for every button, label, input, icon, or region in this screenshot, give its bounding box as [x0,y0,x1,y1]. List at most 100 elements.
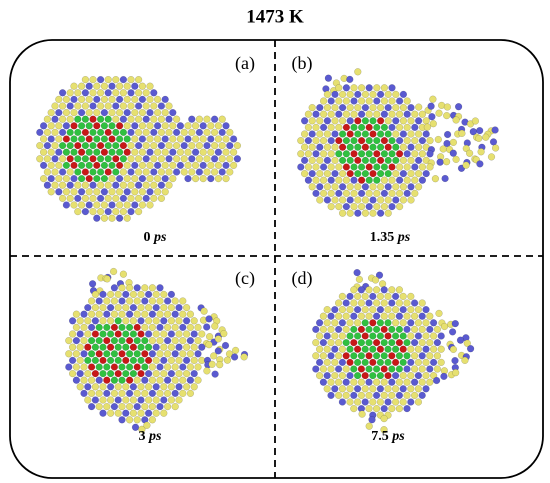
atom [119,194,128,203]
atom [384,209,392,217]
atom [127,89,135,97]
atom [137,409,145,417]
atom [194,323,202,332]
atom [210,141,219,150]
atom [91,290,100,299]
atom [429,95,437,103]
atom [77,148,86,156]
atom [125,389,134,398]
atom [395,97,404,105]
atom [100,122,109,130]
atom [77,82,86,90]
atom [171,389,179,398]
atom [342,338,350,347]
atom [179,389,187,398]
atom [171,297,179,305]
atom [115,201,124,209]
atom [36,141,44,150]
atom [137,396,145,404]
atom [89,128,97,137]
atom [476,126,484,135]
panel-label: (d) [292,268,313,289]
atom [373,110,381,118]
atom [376,183,385,191]
atom [418,365,426,373]
atom [316,169,324,178]
atom [138,188,147,196]
atom [72,336,81,345]
atom [122,356,130,365]
atom [451,319,459,328]
atom [87,350,96,358]
atom [39,174,48,183]
atom [384,196,392,204]
atom [338,292,347,301]
atom [150,181,158,189]
atom [422,305,430,314]
atom [131,82,139,90]
atom [210,168,219,176]
atom [338,398,347,406]
atom [346,209,354,217]
atom [84,356,92,365]
atom [123,108,131,117]
atom [378,280,387,288]
atom [175,330,183,338]
atom [133,350,141,358]
atom [346,156,354,165]
atom [315,319,324,327]
atom [350,123,358,132]
atom [58,115,67,123]
atom [384,398,392,406]
atom [125,416,134,424]
atom [346,305,354,314]
atom [70,122,78,130]
atom [403,163,411,171]
atom [148,297,157,305]
atom [110,297,119,305]
atom [365,97,373,105]
atom [462,161,470,169]
atom [165,168,173,176]
atom [391,305,400,314]
atom [176,148,185,156]
atom [304,150,313,158]
atom [334,378,343,386]
atom [96,181,105,189]
atom [315,332,324,340]
atom [62,201,71,209]
atom [312,338,320,347]
atom [376,169,385,178]
atom [346,90,354,99]
atom [122,330,130,338]
atom [131,161,139,170]
atom [369,183,377,191]
atom [203,155,211,163]
atom [392,143,400,151]
atom [100,161,109,170]
atom [403,352,411,360]
atom [372,286,381,294]
atom [93,201,101,209]
atom [327,202,335,211]
atom [91,343,100,351]
atom [335,150,343,158]
time-unit: ps [391,429,405,444]
atom [369,292,377,301]
atom [357,391,366,400]
atom [66,168,74,176]
atom [104,89,112,97]
atom [112,207,120,216]
atom [138,82,147,90]
atom [112,168,120,176]
atom [350,299,358,307]
atom [353,385,362,393]
atom [119,89,128,97]
atom [141,402,149,411]
atom [148,389,157,398]
atom [199,161,207,170]
atom [461,356,469,365]
atom [440,322,449,331]
atom [182,369,191,378]
atom [131,174,139,183]
